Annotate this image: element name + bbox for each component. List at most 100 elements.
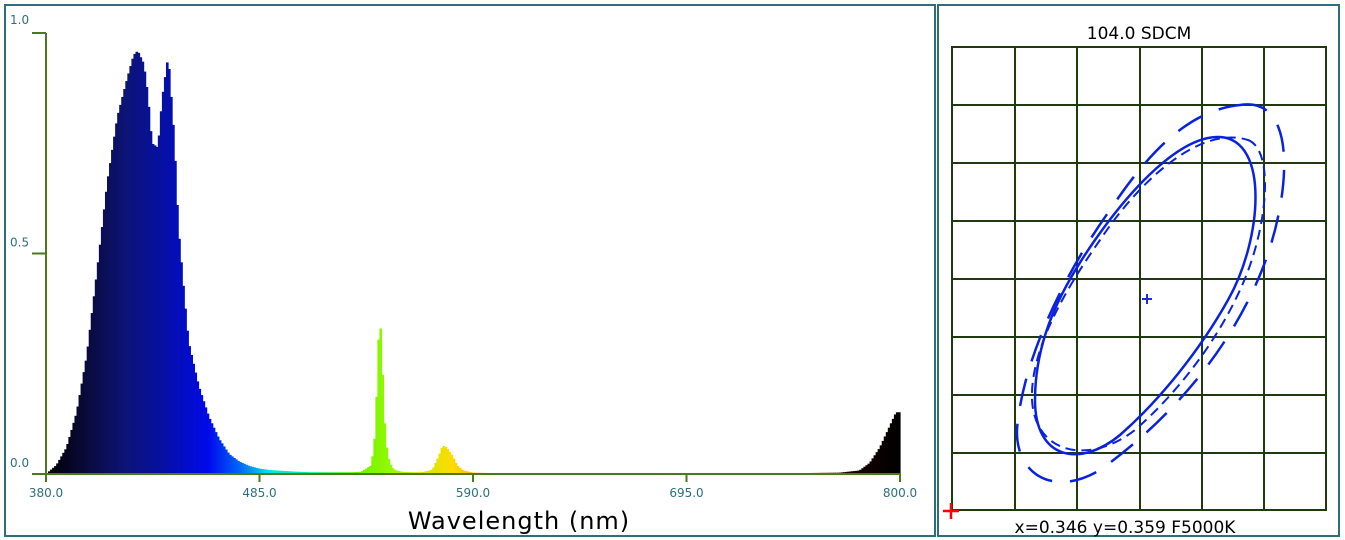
spectrum-bar	[391, 468, 395, 474]
spectrum-bar	[180, 262, 183, 474]
spectrum-bar	[251, 466, 254, 474]
spectrum-bar	[82, 372, 86, 474]
spectrum-bar	[163, 77, 167, 474]
chromaticity-point-marker	[1142, 294, 1152, 304]
spectrum-bar	[98, 244, 102, 474]
spectrum-bar	[141, 61, 145, 474]
spectrum-bar	[296, 471, 299, 474]
spectrum-bar	[70, 429, 74, 474]
spectrum-bar	[389, 464, 393, 474]
spectrum-bar	[88, 329, 92, 474]
spectrum-bar	[265, 469, 269, 474]
chromaticity-readout: x=0.346 y=0.359 F5000K	[1015, 518, 1237, 538]
spectrum-bar	[170, 96, 173, 474]
x-tick-label: 800.0	[883, 486, 917, 500]
sdcm-title: 104.0 SDCM	[1087, 24, 1192, 44]
spectrum-bar	[147, 106, 151, 475]
spectrum-bar	[422, 471, 425, 474]
spectrum-bar	[229, 454, 232, 474]
spectrum-bar	[897, 412, 901, 474]
spectrum-bar	[448, 451, 452, 474]
spectrum-bar	[192, 363, 196, 474]
spectrum-bar	[371, 456, 374, 474]
spectrum-bar	[231, 456, 234, 474]
spectrum-bar	[159, 111, 163, 474]
spectrum-bar	[48, 471, 51, 474]
spectrum-bar	[367, 467, 370, 474]
spectrum-bar	[379, 328, 383, 474]
spectrum-bar	[369, 465, 372, 474]
spectrum-bar	[357, 471, 360, 474]
spectrum-bar	[287, 471, 291, 474]
spectrum-bar	[432, 467, 435, 474]
spectrum-bar	[220, 443, 224, 474]
spectrum-bar	[887, 427, 891, 474]
spectrum-bar	[381, 374, 385, 474]
spectrum-bar	[237, 460, 240, 474]
spectrum-bar	[895, 412, 899, 474]
spectrum-bar	[267, 469, 271, 474]
spectrum-bar	[139, 57, 143, 474]
spectrum-bar	[403, 471, 407, 474]
spectrum-bar	[56, 463, 59, 474]
spectrum-bar	[438, 453, 442, 474]
spectrum-bar	[877, 449, 881, 474]
spectrum-bar	[121, 96, 124, 474]
spectrum-bar	[383, 423, 387, 474]
spectrum-bar	[849, 471, 852, 474]
spectrum-bar	[294, 471, 297, 474]
spectrum-bar	[440, 448, 444, 474]
spectrum-bar	[113, 136, 116, 474]
spectrum-bar	[216, 436, 220, 474]
y-ticks: 0.0 0.5 1.0	[10, 13, 46, 475]
spectrum-bar	[72, 422, 76, 474]
spectrum-bar	[851, 471, 854, 474]
spectrum-bar	[127, 73, 130, 475]
x-axis-label: Wavelength (nm)	[408, 507, 630, 535]
spectrum-bar	[444, 446, 448, 474]
spectrum-bar	[387, 459, 391, 474]
spectrum-bar	[235, 459, 238, 474]
spectrum-bar	[397, 471, 401, 474]
sdcm-dotted-ellipse	[1030, 136, 1267, 452]
spectrum-bar	[245, 464, 248, 474]
y-tick-label: 0.0	[10, 456, 29, 470]
sdcm-panel-border	[937, 4, 1340, 537]
spectrum-bar	[466, 471, 470, 474]
spectrum-bar	[90, 313, 94, 474]
spectrum-bar	[200, 395, 204, 474]
spectrum-bar	[464, 471, 468, 474]
spectrum-bar	[202, 401, 206, 474]
spectrum-bar	[275, 470, 279, 474]
sdcm-outer-ellipse	[1015, 103, 1286, 484]
y-tick-label: 1.0	[10, 13, 29, 27]
spectrum-bar	[172, 124, 175, 475]
spectrum-bar	[871, 458, 875, 474]
spectrum-bar	[137, 52, 141, 474]
spectrum-bar	[881, 440, 885, 474]
origin-marker	[943, 503, 959, 519]
spectrum-bar	[243, 463, 246, 474]
spectrum-bar	[68, 436, 71, 474]
spectrum-bar	[385, 447, 389, 474]
spectrum-bar	[153, 145, 157, 474]
spectrum-bar	[52, 467, 55, 474]
spectrum-bar	[60, 456, 63, 474]
spectrum-bar	[151, 143, 155, 475]
spectrum-bar	[226, 452, 230, 474]
spectrum-bar	[129, 66, 132, 474]
spectrum-bar	[263, 469, 267, 474]
spectrum-bar	[190, 354, 193, 474]
spectrum-bar	[212, 427, 216, 474]
spectrum-bar	[107, 176, 110, 474]
spectrum-bar	[145, 87, 149, 475]
y-tick-label: 0.5	[10, 236, 29, 250]
spectrum-bar	[452, 458, 456, 474]
spectrum-bar	[859, 469, 862, 474]
spectrum-bar	[143, 71, 147, 474]
spectrum-bar	[131, 58, 135, 474]
spectrum-bar	[269, 470, 273, 474]
spectrum-bar	[174, 160, 177, 474]
spectrum-bar	[178, 238, 181, 474]
